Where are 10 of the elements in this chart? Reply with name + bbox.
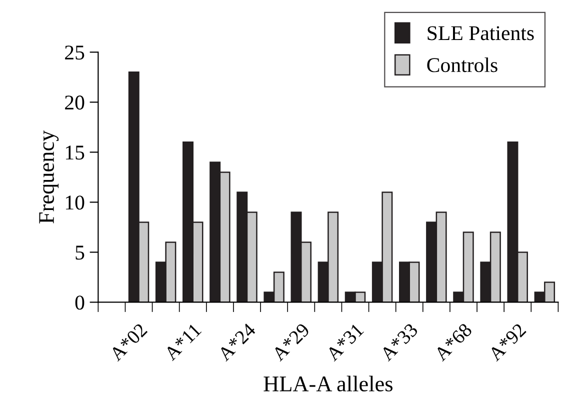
y-tick-label: 0	[75, 296, 84, 310]
x-axis-title: HLA-A alleles	[264, 376, 392, 392]
y-axis-title: Frequency	[39, 130, 59, 224]
legend-label: SLE Patients	[428, 26, 534, 40]
y-tick-label: 10	[66, 196, 84, 210]
y-tick-label: 20	[65, 96, 84, 110]
y-tick-label: 5	[76, 246, 84, 260]
y-tick-label: 25	[65, 46, 84, 60]
y-tick-label: 15	[66, 146, 84, 160]
legend-label: Controls	[427, 57, 498, 72]
